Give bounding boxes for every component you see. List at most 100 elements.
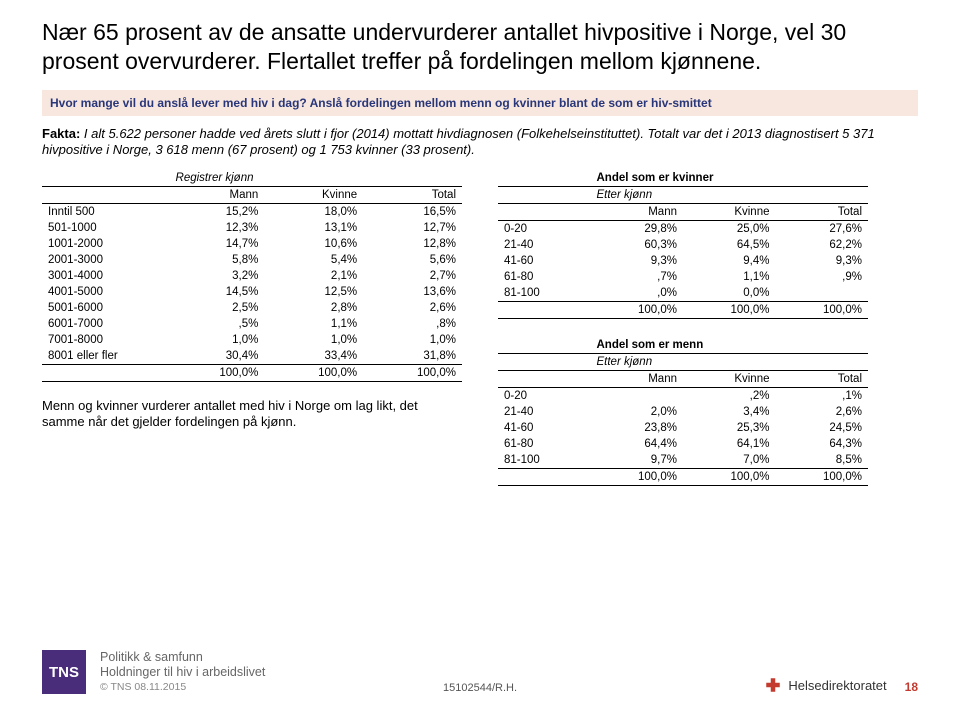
- table-row: 41-609,3%9,4%9,3%: [498, 253, 868, 269]
- row-label: 6001-7000: [42, 316, 166, 332]
- row-label: 0-20: [498, 388, 591, 405]
- cell-value: ,9%: [776, 269, 869, 285]
- cell-value: ,5%: [166, 316, 265, 332]
- table-row: 61-80,7%1,1%,9%: [498, 269, 868, 285]
- cell-value: 31,8%: [363, 348, 462, 365]
- cell-value: 12,8%: [363, 236, 462, 252]
- cell-value: 8,5%: [776, 452, 869, 469]
- cell-value: 2,0%: [591, 404, 684, 420]
- footer-line1: Politikk & samfunn: [100, 650, 265, 666]
- row-label: 4001-5000: [42, 284, 166, 300]
- cell-value: 1,1%: [683, 269, 776, 285]
- subquestion-band: Hvor mange vil du anslå lever med hiv i …: [42, 90, 918, 116]
- cell-value: 9,4%: [683, 253, 776, 269]
- table3-col-mann: Mann: [591, 371, 684, 388]
- cell-value: 2,6%: [363, 300, 462, 316]
- cell-value: 2,8%: [264, 300, 363, 316]
- table-estimate-counts: Registrer kjønn Mann Kvinne Total Inntil…: [42, 170, 462, 382]
- cell-value: 1,1%: [264, 316, 363, 332]
- cell-value: 62,2%: [776, 237, 869, 253]
- table-row: 81-1009,7%7,0%8,5%: [498, 452, 868, 469]
- table3-title: Andel som er menn: [591, 337, 869, 354]
- cell-value: [776, 285, 869, 302]
- row-label: [498, 302, 591, 319]
- table-row: 501-100012,3%13,1%12,7%: [42, 220, 462, 236]
- row-label: 2001-3000: [42, 252, 166, 268]
- table2-title: Andel som er kvinner: [591, 170, 869, 187]
- table1-superhead: Registrer kjønn: [166, 170, 364, 187]
- cell-value: 12,5%: [264, 284, 363, 300]
- footer-copyright: © TNS 08.11.2015: [100, 681, 265, 694]
- cell-value: 23,8%: [591, 420, 684, 436]
- table-row: 0-2029,8%25,0%27,6%: [498, 221, 868, 238]
- subquestion-text: Hvor mange vil du anslå lever med hiv i …: [50, 96, 910, 110]
- cell-value: 64,5%: [683, 237, 776, 253]
- cell-value: 18,0%: [264, 204, 363, 221]
- cell-value: 9,7%: [591, 452, 684, 469]
- row-label: Inntil 500: [42, 204, 166, 221]
- cell-value: 14,7%: [166, 236, 265, 252]
- cell-value: 100,0%: [776, 302, 869, 319]
- cell-value: 100,0%: [264, 365, 363, 382]
- logo-text: Helsedirektoratet: [788, 678, 886, 693]
- cell-value: 0,0%: [683, 285, 776, 302]
- cell-value: ,2%: [683, 388, 776, 405]
- row-label: 81-100: [498, 285, 591, 302]
- cell-value: 2,7%: [363, 268, 462, 284]
- cell-value: 29,8%: [591, 221, 684, 238]
- cell-value: 13,6%: [363, 284, 462, 300]
- tns-logo: TNS: [42, 650, 86, 694]
- cell-value: 1,0%: [363, 332, 462, 348]
- row-label: 8001 eller fler: [42, 348, 166, 365]
- cell-value: 2,1%: [264, 268, 363, 284]
- cell-value: 25,3%: [683, 420, 776, 436]
- table-row: 0-20,2%,1%: [498, 388, 868, 405]
- row-label: 41-60: [498, 253, 591, 269]
- table-row: Inntil 50015,2%18,0%16,5%: [42, 204, 462, 221]
- cell-value: 3,2%: [166, 268, 265, 284]
- row-label: 61-80: [498, 436, 591, 452]
- cell-value: 100,0%: [166, 365, 265, 382]
- left-note: Menn og kvinner vurderer antallet med hi…: [42, 398, 462, 431]
- cell-value: 1,0%: [264, 332, 363, 348]
- cell-value: 100,0%: [363, 365, 462, 382]
- cell-value: 2,5%: [166, 300, 265, 316]
- table3-col-total: Total: [776, 371, 869, 388]
- cell-value: 2,6%: [776, 404, 869, 420]
- table-row: 81-100,0%0,0%: [498, 285, 868, 302]
- cell-value: 12,3%: [166, 220, 265, 236]
- cell-value: 9,3%: [776, 253, 869, 269]
- table-row: 61-8064,4%64,1%64,3%: [498, 436, 868, 452]
- table-row: 8001 eller fler30,4%33,4%31,8%: [42, 348, 462, 365]
- row-label: 21-40: [498, 237, 591, 253]
- table3-col-kvinne: Kvinne: [683, 371, 776, 388]
- cell-value: 1,0%: [166, 332, 265, 348]
- table-total-row: 100,0%100,0%100,0%: [498, 302, 868, 319]
- row-label: [498, 469, 591, 486]
- table2-col-total: Total: [776, 204, 869, 221]
- cell-value: 33,4%: [264, 348, 363, 365]
- table1-col-total: Total: [363, 187, 462, 204]
- cell-value: 16,5%: [363, 204, 462, 221]
- helsedirektoratet-logo: Helsedirektoratet: [764, 676, 886, 694]
- cell-value: 5,6%: [363, 252, 462, 268]
- cell-value: 7,0%: [683, 452, 776, 469]
- row-label: 1001-2000: [42, 236, 166, 252]
- table2-subtitle: Etter kjønn: [591, 187, 776, 204]
- row-label: 0-20: [498, 221, 591, 238]
- fakta-label: Fakta:: [42, 126, 80, 141]
- row-label: 81-100: [498, 452, 591, 469]
- table2-col-kvinne: Kvinne: [683, 204, 776, 221]
- table-row: 1001-200014,7%10,6%12,8%: [42, 236, 462, 252]
- fakta-paragraph: Fakta: I alt 5.622 personer hadde ved år…: [42, 126, 918, 159]
- cell-value: 24,5%: [776, 420, 869, 436]
- cell-value: 64,4%: [591, 436, 684, 452]
- cell-value: 100,0%: [683, 302, 776, 319]
- table-row: 7001-80001,0%1,0%1,0%: [42, 332, 462, 348]
- table-share-women: Andel som er kvinner Etter kjønn Mann Kv…: [498, 170, 868, 319]
- cell-value: 15,2%: [166, 204, 265, 221]
- row-label: 5001-6000: [42, 300, 166, 316]
- cell-value: 64,1%: [683, 436, 776, 452]
- row-label: 61-80: [498, 269, 591, 285]
- cell-value: ,7%: [591, 269, 684, 285]
